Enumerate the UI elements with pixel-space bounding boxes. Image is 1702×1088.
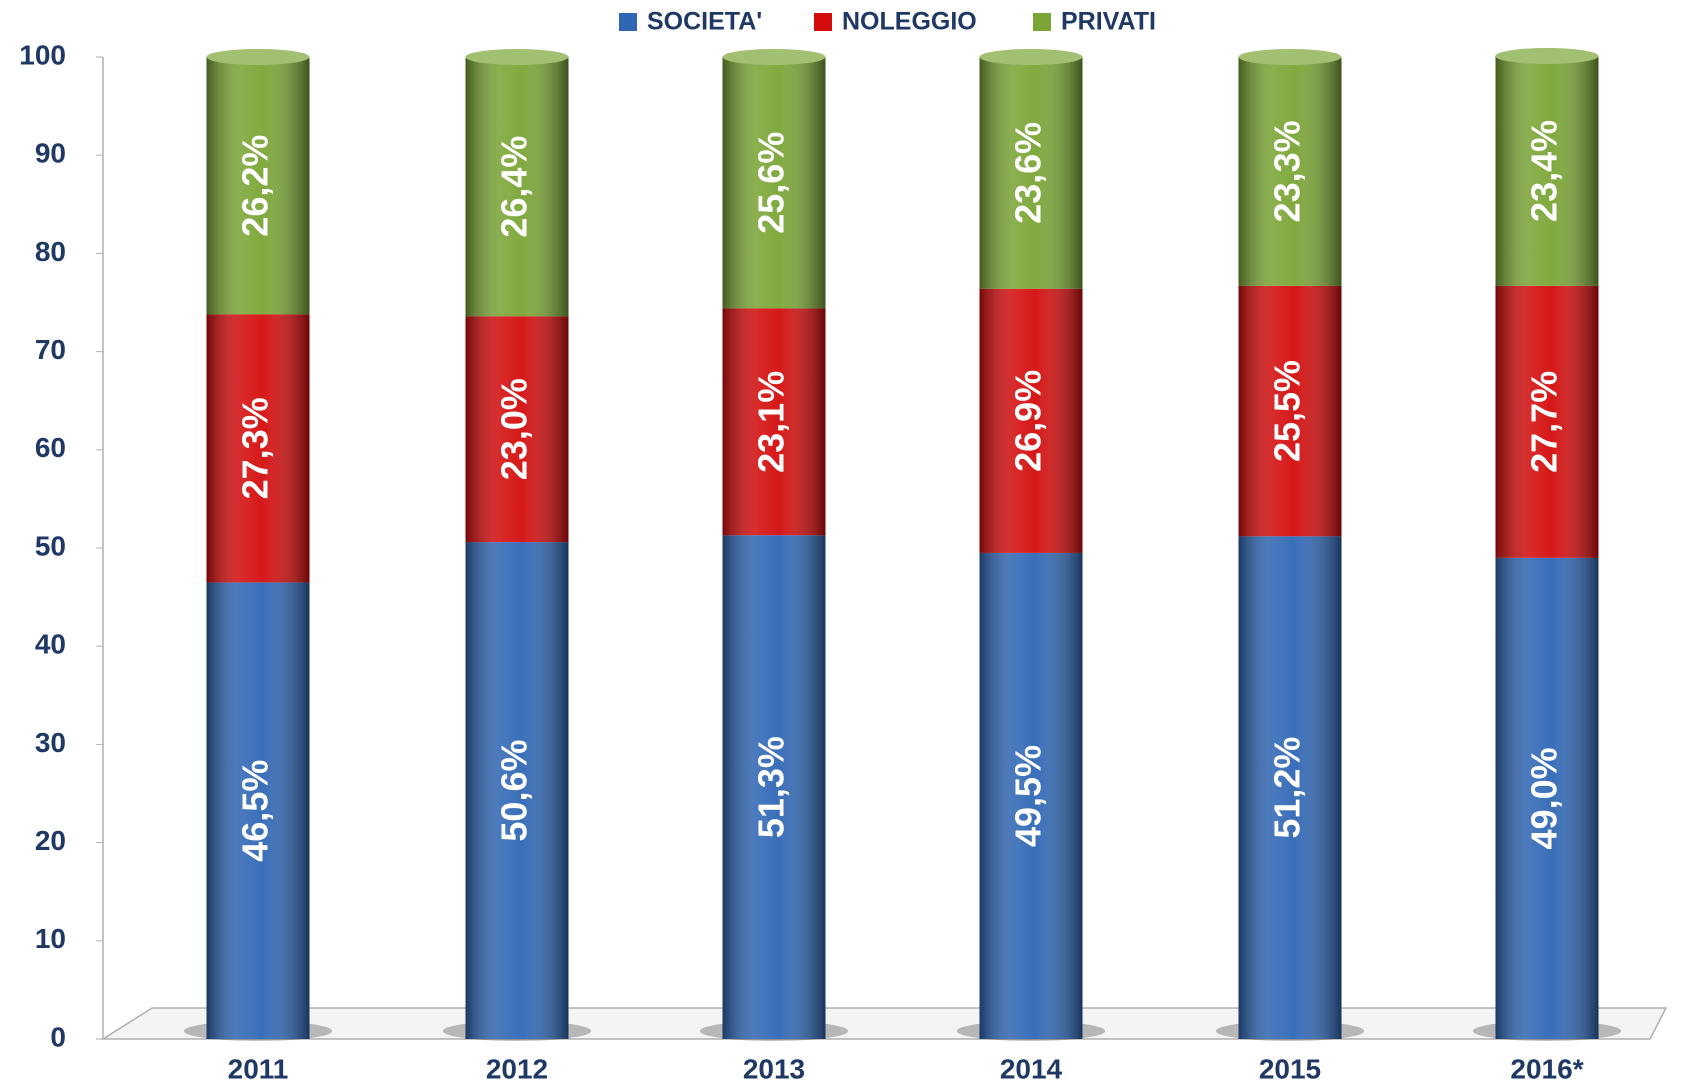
bar-shading [1495,56,1599,286]
bar-shading [722,57,826,309]
y-tick-label: 30 [35,727,66,758]
legend-label: PRIVATI [1061,8,1156,36]
y-tick-label: 0 [50,1021,66,1052]
bar-cap [979,49,1083,65]
legend-swatch [1033,13,1051,31]
value-label: 50,6% [494,740,535,842]
x-tick-label: 2015 [1259,1053,1321,1084]
y-tick-label: 90 [35,138,66,169]
x-tick-label: 2011 [228,1053,289,1084]
bar-shading [722,535,826,1039]
bar-shading [979,552,1083,1039]
bar-cap [722,49,826,65]
value-label: 26,2% [235,135,276,237]
y-tick-label: 100 [19,39,66,70]
value-label: 23,0% [494,378,535,480]
value-label: 23,1% [751,371,792,473]
bar-shading [1238,285,1342,537]
y-tick-label: 40 [35,629,66,660]
y-tick-label: 70 [35,334,66,365]
value-label: 49,0% [1524,747,1565,849]
bar-cap-shine [206,49,310,65]
value-label: 51,3% [751,736,792,838]
x-tick-label: 2014 [1000,1053,1063,1084]
value-label: 26,9% [1008,370,1049,472]
bar-cap [206,49,310,65]
bar-cap-shine [979,49,1083,65]
bar-cap [465,49,569,65]
y-tick-label: 60 [35,432,66,463]
value-label: 46,5% [235,760,276,862]
value-label: 26,4% [494,136,535,238]
value-label: 27,7% [1524,371,1565,473]
bar-shading [206,57,310,315]
legend-swatch [619,13,637,31]
bar-shading [979,57,1083,289]
bar-shading [465,316,569,543]
y-tick-label: 50 [35,530,66,561]
bar-shading [465,542,569,1039]
bar-cap-shine [1238,49,1342,65]
value-label: 51,2% [1267,737,1308,839]
bar-cap-shine [722,49,826,65]
bar-shading [1495,285,1599,558]
floor [100,1007,1668,1040]
value-label: 25,6% [751,132,792,234]
y-tick-label: 80 [35,236,66,267]
value-label: 27,3% [235,397,276,499]
x-tick-label: 2013 [743,1053,805,1084]
y-tick-label: 20 [35,825,66,856]
bar-cap-shine [1495,48,1599,65]
value-label: 49,5% [1008,745,1049,847]
legend-label: SOCIETA' [647,8,762,36]
bar-cap [1238,49,1342,65]
value-label: 23,4% [1524,120,1565,222]
bar-shading [1238,536,1342,1039]
legend-label: NOLEGGIO [842,8,977,36]
y-tick-label: 10 [35,923,66,954]
x-tick-label: 2016* [1510,1053,1583,1084]
bar-shading [722,308,826,536]
legend-swatch [814,13,832,31]
bar-shading [1495,557,1599,1039]
bar-shading [1238,57,1342,286]
value-label: 25,5% [1267,360,1308,462]
bar-shading [465,57,569,317]
bar-shading [979,288,1083,553]
bar-cap-shine [465,49,569,65]
bar-shading [206,582,310,1039]
value-label: 23,3% [1267,120,1308,222]
bar-cap [1495,48,1599,65]
x-tick-label: 2012 [486,1053,548,1084]
bar-shading [206,314,310,583]
value-label: 23,6% [1008,122,1049,224]
